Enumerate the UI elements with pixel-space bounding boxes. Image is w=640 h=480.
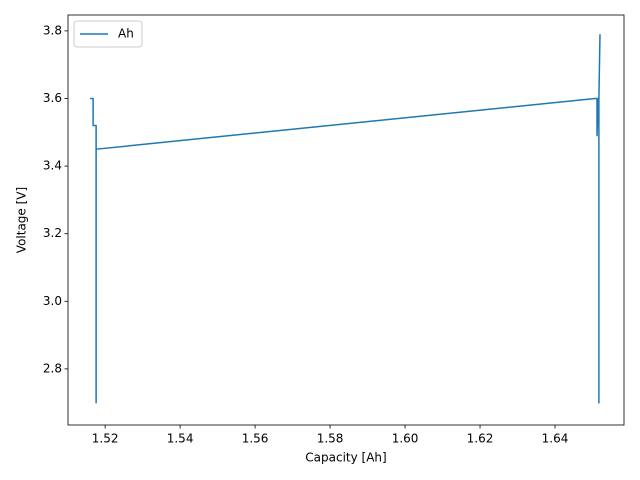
y-tick-label: 3.6 — [43, 91, 62, 105]
plot-frame — [67, 14, 625, 426]
x-tick-label: 1.54 — [167, 432, 194, 446]
x-tick-label: 1.60 — [392, 432, 419, 446]
y-tick-label: 3.0 — [43, 294, 62, 308]
x-tick-label: 1.52 — [92, 432, 119, 446]
y-axis-label: Voltage [V] — [15, 187, 29, 253]
y-tick-label: 2.8 — [43, 361, 62, 375]
legend-label: Ah — [118, 27, 134, 41]
x-axis-label: Capacity [Ah] — [305, 451, 386, 465]
y-tick-label: 3.2 — [43, 226, 62, 240]
x-tick-label: 1.62 — [467, 432, 494, 446]
y-tick-label: 3.4 — [43, 159, 62, 173]
x-tick-label: 1.56 — [242, 432, 269, 446]
x-tick-label: 1.58 — [317, 432, 344, 446]
y-tick-label: 3.8 — [43, 23, 62, 37]
x-tick-label: 1.64 — [542, 432, 569, 446]
line-series — [90, 34, 601, 404]
